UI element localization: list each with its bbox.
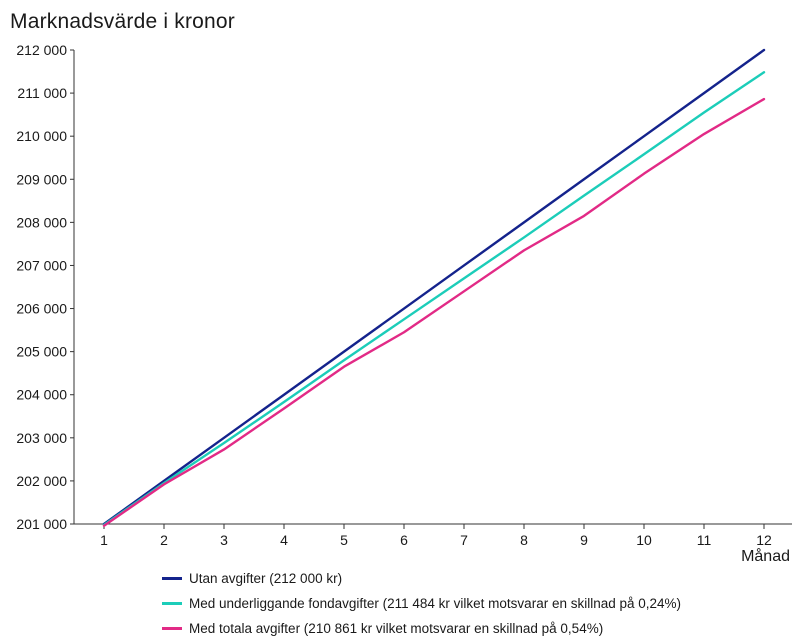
series-lines [102,48,766,527]
legend-label: Med totala avgifter (210 861 kr vilket m… [189,621,604,636]
x-tick-label: 1 [100,532,108,548]
legend-label: Med underliggande fondavgifter (211 484 … [189,596,682,611]
y-axis: 201 000 202 000 203 000 204 000 205 000 206 0… [16,42,75,532]
chart-title: Marknadsvärde i kronor [10,10,235,33]
x-tick-label: 2 [160,532,168,548]
x-tick-label: 4 [280,532,288,548]
y-tick-label: 204 000 [16,387,67,403]
x-tick-label: 5 [340,532,348,548]
x-tick-label: 8 [520,532,528,548]
series-line-1 [102,48,766,526]
legend-swatch [162,602,182,605]
x-tick-label: 7 [460,532,468,548]
x-tick-label: 3 [220,532,228,548]
y-tick-label: 211 000 [17,85,67,101]
y-tick-label: 207 000 [16,257,67,273]
x-axis-title: Månad [741,547,790,565]
legend-item-1: Utan avgifter (212 000 kr) [162,566,681,591]
series-line-3 [102,97,766,527]
y-tick-label: 201 000 [16,516,67,532]
legend-swatch [162,627,182,630]
x-tick-label: 9 [580,532,588,548]
y-tick-label: 209 000 [16,171,67,187]
y-tick-label: 208 000 [16,214,67,230]
legend-item-3: Med totala avgifter (210 861 kr vilket m… [162,616,681,641]
x-tick-label: 6 [400,532,408,548]
y-tick-label: 203 000 [16,430,67,446]
y-tick-label: 212 000 [16,42,67,58]
y-tick-label: 206 000 [16,301,67,317]
legend-label: Utan avgifter (212 000 kr) [189,571,343,586]
x-tick-label: 11 [697,532,712,548]
legend-swatch [162,577,182,580]
x-tick-label: 10 [636,532,652,548]
legend: Utan avgifter (212 000 kr) Med underligga… [162,566,681,641]
x-tick-label: 12 [756,532,772,548]
series-line-2 [102,71,766,527]
x-axis: 1 2 3 4 5 6 7 8 9 10 11 12 [74,523,792,548]
y-tick-label: 205 000 [16,344,67,360]
y-tick-label: 210 000 [16,128,67,144]
legend-item-2: Med underliggande fondavgifter (211 484 … [162,591,681,616]
y-tick-label: 202 000 [16,473,67,489]
